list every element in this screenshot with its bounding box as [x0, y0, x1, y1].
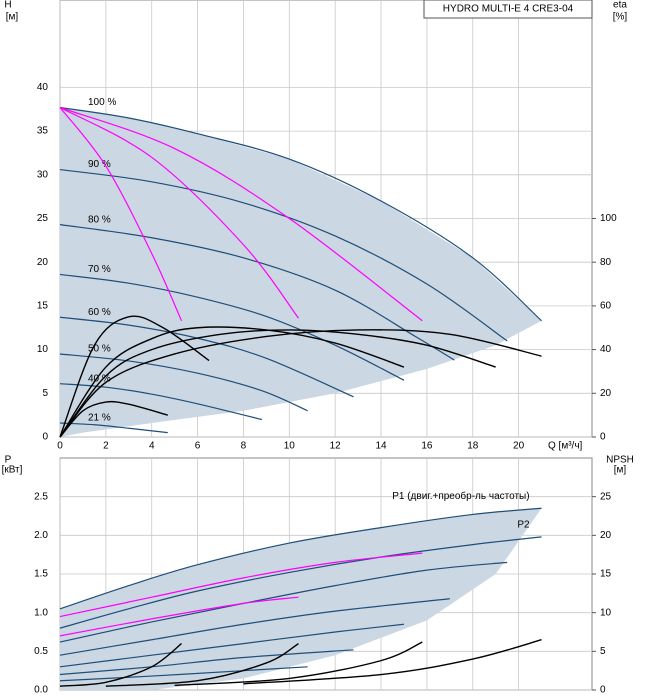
curve-label: P1 (двиг.+преобр-ль частоты) [392, 490, 529, 502]
y2-tick-label: 0 [600, 685, 606, 696]
y2-tick-label: 20 [600, 530, 612, 541]
y-tick-label: 20 [37, 257, 49, 268]
curve-label: 100 % [88, 97, 116, 108]
annotation-box [423, 0, 593, 19]
curve [174, 641, 423, 687]
curve [59, 623, 405, 668]
y2-tick-label: 25 [600, 491, 612, 502]
y-tick-label: 0.5 [34, 646, 48, 657]
curve-label: 90 % [88, 159, 111, 170]
x-tick-label: 6 [195, 441, 201, 452]
y-tick-label: 1.0 [34, 607, 48, 618]
curve [59, 649, 354, 676]
y2-tick-label: 60 [600, 301, 612, 312]
curve [59, 507, 542, 610]
y2-tick-label: 10 [600, 607, 612, 618]
x-tick-label: 16 [421, 441, 433, 452]
y-tick-label: 15 [37, 301, 49, 312]
curve-label: 60 % [88, 307, 111, 318]
y2-tick-label: 80 [600, 257, 612, 268]
annotation: HYDRO MULTI-E 4 CRE3-04 [443, 4, 574, 15]
y2-axis-unit: [м] [614, 465, 627, 476]
curve [59, 643, 182, 687]
curve [59, 596, 299, 637]
y2-axis-label: NPSH [606, 455, 634, 466]
curve [59, 106, 542, 322]
curve [59, 273, 405, 381]
curve [59, 315, 210, 438]
curve [59, 536, 542, 629]
curve [59, 422, 168, 434]
y-tick-label: 40 [37, 82, 49, 93]
y-axis-unit: [кВт] [2, 465, 23, 476]
y-axis-unit: [м] [6, 12, 19, 23]
curve [59, 106, 299, 319]
curve [59, 224, 455, 361]
y2-axis-label: eta [613, 0, 627, 11]
y-tick-label: 1.5 [34, 569, 48, 580]
curve [243, 639, 542, 685]
y2-tick-label: 0 [600, 432, 606, 443]
curve [59, 168, 508, 342]
y2-tick-label: 5 [600, 646, 606, 657]
y-axis-label: H [4, 0, 11, 11]
operating-area [60, 107, 542, 437]
curve [59, 400, 168, 438]
x-tick-label: 2 [103, 441, 109, 452]
y-tick-label: 25 [37, 213, 49, 224]
curve [105, 643, 299, 687]
curve [59, 107, 183, 322]
x-tick-label: 20 [513, 441, 525, 452]
curve [59, 598, 450, 656]
x-tick-label: 4 [149, 441, 155, 452]
curve [59, 666, 308, 682]
curve-label: 80 % [88, 214, 111, 225]
curve-label: 40 % [88, 373, 111, 384]
y2-tick-label: 15 [600, 569, 612, 580]
y2-axis-unit: [%] [613, 12, 628, 23]
y2-tick-label: 20 [600, 388, 612, 399]
x-tick-label: 18 [467, 441, 479, 452]
x-axis-label: Q [м³/ч] [548, 441, 583, 452]
y-tick-label: 0 [42, 432, 48, 443]
curve [59, 326, 405, 438]
curve-label: 50 % [88, 344, 111, 355]
curve [59, 552, 423, 618]
x-tick-label: 0 [57, 441, 63, 452]
y-tick-label: 2.5 [34, 491, 48, 502]
curve [59, 329, 496, 438]
curve [59, 561, 508, 643]
curve-label: 21 % [88, 413, 111, 424]
y-tick-label: 2.0 [34, 530, 48, 541]
curve [59, 106, 423, 322]
x-tick-label: 12 [330, 441, 342, 452]
curve-label: 70 % [88, 264, 111, 275]
curve-label: P2 [517, 520, 530, 531]
curve [59, 329, 542, 438]
x-tick-label: 14 [375, 441, 387, 452]
y-axis-label: P [5, 455, 12, 466]
x-tick-label: 10 [284, 441, 296, 452]
x-tick-label: 8 [241, 441, 247, 452]
y-tick-label: 35 [37, 126, 49, 137]
y-tick-label: 10 [37, 344, 49, 355]
y-tick-label: 30 [37, 169, 49, 180]
y-tick-label: 5 [42, 388, 48, 399]
curve [59, 353, 308, 412]
y-tick-label: 0.0 [34, 685, 48, 696]
y2-tick-label: 100 [600, 213, 617, 224]
y2-tick-label: 40 [600, 344, 612, 355]
